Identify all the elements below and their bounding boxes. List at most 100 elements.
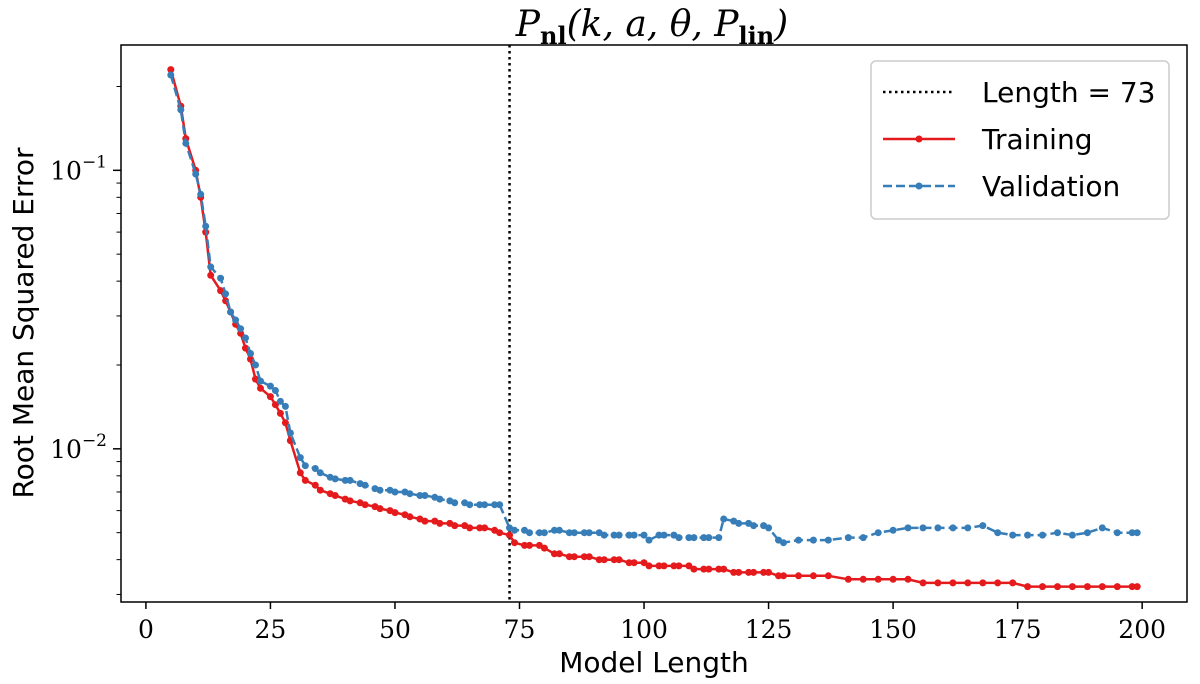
training-point xyxy=(526,541,533,549)
y-axis-label: Root Mean Squared Error xyxy=(7,147,40,499)
training-point xyxy=(296,469,304,477)
validation-point xyxy=(610,531,618,539)
training-point xyxy=(705,565,713,573)
validation-point xyxy=(466,501,474,509)
training-point xyxy=(685,562,693,570)
validation-point xyxy=(296,454,304,462)
validation-point xyxy=(476,501,484,509)
training-point xyxy=(765,568,773,576)
validation-point xyxy=(1068,531,1076,539)
validation-point xyxy=(555,526,563,534)
validation-point xyxy=(640,531,648,539)
validation-point xyxy=(1113,529,1121,537)
validation-point xyxy=(451,499,459,507)
legend-validation-marker xyxy=(915,182,923,190)
validation-point xyxy=(271,387,279,394)
training-point xyxy=(257,384,264,392)
x-tick-label: 100 xyxy=(620,615,668,644)
validation-point xyxy=(600,531,608,539)
training-point xyxy=(436,519,444,527)
validation-point xyxy=(406,490,414,498)
validation-point xyxy=(301,462,309,470)
training-point xyxy=(276,409,284,417)
validation-point xyxy=(227,308,235,316)
validation-point xyxy=(1098,524,1106,532)
training-point xyxy=(217,287,225,295)
training-point xyxy=(316,486,324,494)
training-point xyxy=(1068,583,1076,591)
validation-point xyxy=(192,170,200,178)
training-point xyxy=(331,492,339,499)
validation-point xyxy=(361,481,369,489)
validation-point xyxy=(416,492,424,499)
training-point xyxy=(451,522,459,530)
validation-point xyxy=(750,522,758,530)
validation-point xyxy=(994,529,1002,537)
validation-point xyxy=(700,534,708,542)
validation-point xyxy=(232,316,240,324)
x-tick-label: 75 xyxy=(504,615,536,644)
validation-point xyxy=(491,501,499,509)
x-tick-label: 25 xyxy=(255,615,287,644)
training-point xyxy=(167,66,175,74)
training-point xyxy=(506,531,513,539)
training-point xyxy=(889,575,897,583)
training-point xyxy=(1113,583,1121,591)
validation-point xyxy=(341,476,349,484)
validation-point xyxy=(391,488,399,496)
training-point xyxy=(266,393,274,401)
training-point xyxy=(1039,583,1046,591)
validation-point xyxy=(934,524,942,532)
training-point xyxy=(1054,583,1061,591)
training-point xyxy=(511,539,518,547)
training-point xyxy=(690,565,698,573)
training-point xyxy=(1083,583,1091,591)
validation-point xyxy=(1133,529,1141,537)
validation-point xyxy=(964,524,972,532)
validation-point xyxy=(202,222,210,230)
validation-point xyxy=(247,350,254,357)
validation-point xyxy=(685,534,693,542)
validation-point xyxy=(1024,531,1032,539)
validation-point xyxy=(242,334,249,342)
validation-point xyxy=(346,476,354,484)
training-point xyxy=(949,579,957,587)
validation-point xyxy=(630,531,638,539)
training-point xyxy=(1009,579,1017,587)
validation-point xyxy=(496,501,504,509)
training-point xyxy=(1024,583,1032,591)
x-tick-label: 200 xyxy=(1118,615,1166,644)
training-point xyxy=(346,497,354,505)
training-point xyxy=(1098,583,1106,591)
training-point xyxy=(550,550,558,558)
x-tick-label: 0 xyxy=(138,615,154,644)
legend: Length = 73 Training Validation xyxy=(870,60,1170,220)
validation-point xyxy=(535,529,543,537)
validation-point xyxy=(436,495,444,503)
training-point xyxy=(745,568,753,576)
y-axis: 10−1 10−2 xyxy=(50,85,121,595)
training-point xyxy=(640,559,648,567)
validation-point xyxy=(690,534,698,542)
training-point xyxy=(904,575,912,583)
training-point xyxy=(466,524,474,532)
validation-point xyxy=(874,529,882,537)
training-point xyxy=(406,513,414,521)
training-point xyxy=(795,572,802,580)
validation-point xyxy=(550,526,558,534)
training-point xyxy=(481,524,489,532)
validation-point xyxy=(720,515,728,523)
validation-point xyxy=(376,486,384,494)
x-axis: 0 25 50 75 100 125 150 175 200 xyxy=(138,602,1166,644)
training-point xyxy=(625,559,633,567)
validation-point xyxy=(565,529,573,537)
training-point xyxy=(242,344,249,352)
validation-point xyxy=(331,475,339,483)
legend-vline-label: Length = 73 xyxy=(982,76,1155,109)
validation-point xyxy=(570,529,578,537)
validation-point xyxy=(580,529,588,537)
legend-training-label: Training xyxy=(981,123,1092,156)
training-point xyxy=(655,562,663,570)
training-point xyxy=(964,579,972,587)
